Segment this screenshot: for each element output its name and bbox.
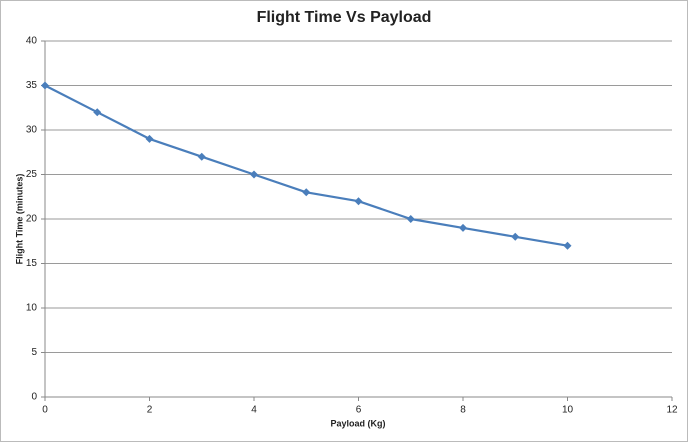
data-point: [93, 108, 102, 117]
data-point: [302, 188, 311, 197]
data-point: [41, 81, 49, 90]
data-point: [250, 170, 258, 179]
y-tick-label: 30: [26, 125, 38, 136]
y-tick-label: 20: [26, 214, 38, 225]
data-point: [406, 215, 415, 223]
data-point: [511, 232, 520, 241]
x-axis-title: Payload (Kg): [330, 418, 385, 428]
x-tick-label: 8: [460, 405, 466, 416]
x-tick-label: 10: [562, 405, 574, 416]
chart-title: Flight Time Vs Payload: [257, 9, 432, 26]
x-tick-label: 12: [666, 405, 678, 416]
x-tick-label: 6: [356, 405, 362, 416]
y-axis-title: Flight Time (minutes): [14, 174, 24, 265]
x-tick-label: 4: [251, 405, 257, 416]
y-tick-label: 25: [26, 169, 38, 180]
data-point: [459, 223, 467, 232]
data-point: [145, 134, 154, 143]
x-tick-label: 0: [42, 405, 48, 416]
y-tick-label: 10: [26, 303, 38, 314]
data-point: [197, 152, 206, 161]
y-tick-label: 15: [26, 258, 38, 269]
y-tick-label: 0: [31, 392, 37, 403]
data-point: [563, 241, 572, 250]
y-tick-label: 5: [31, 347, 37, 358]
y-tick-label: 40: [26, 36, 38, 47]
y-tick-label: 35: [26, 80, 38, 91]
x-tick-label: 2: [147, 405, 153, 416]
data-point: [354, 197, 363, 206]
